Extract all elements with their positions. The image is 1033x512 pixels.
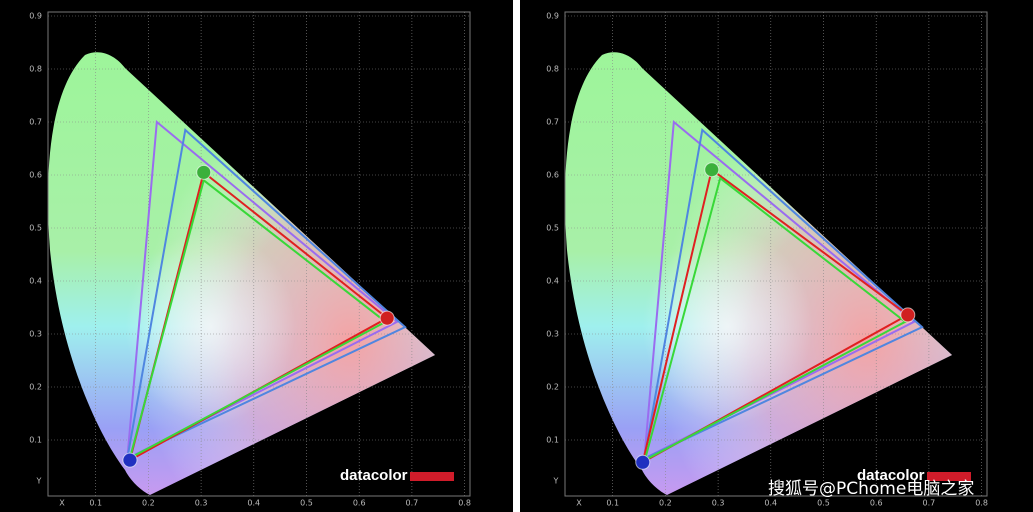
gamut-triangle: [641, 167, 910, 465]
x-tick-label: 0.6: [870, 499, 883, 508]
plot-frame: [564, 11, 988, 497]
x-tick-label: 0.2: [659, 499, 672, 508]
y-tick-label: 0.8: [29, 65, 42, 74]
logo: datacolor: [340, 467, 408, 484]
gamut-triangle: [126, 120, 399, 461]
plot-frame: [47, 11, 471, 497]
primary-marker: [900, 307, 916, 323]
x-tick-label: 0.7: [923, 499, 936, 508]
primary-marker: [122, 452, 138, 468]
primary-marker: [379, 310, 395, 326]
logo: datacolor: [857, 467, 925, 484]
x-tick-label: 0.4: [247, 499, 260, 508]
y-tick-label: 0.2: [29, 383, 42, 392]
x-tick-label: 0.8: [458, 499, 471, 508]
y-tick-label: 0.8: [546, 65, 559, 74]
y-tick-label: 0.9: [546, 12, 559, 21]
x-axis-label: X: [576, 499, 582, 508]
logo-bar: [410, 472, 454, 481]
x-tick-label: 0.2: [142, 499, 155, 508]
gamut-triangle: [642, 128, 924, 461]
y-tick-label: 0.1: [546, 436, 559, 445]
panel: 0.1 0.2 0.3 0.4 0.5 0.6 0.7 0.8 0.1 0.2 0.3 0.4 0.5 0…: [29, 12, 471, 508]
y-tick-label: 0.4: [546, 277, 559, 286]
x-tick-label: 0.3: [712, 499, 725, 508]
x-axis-label: X: [59, 499, 65, 508]
x-tick-label: 0.1: [606, 499, 619, 508]
x-tick-label: 0.7: [406, 499, 419, 508]
gamut-triangle: [643, 176, 908, 463]
watermark: 搜狐号@PChome电脑之家: [768, 479, 974, 499]
y-tick-label: 0.1: [29, 436, 42, 445]
y-tick-label: 0.7: [29, 118, 42, 127]
x-tick-label: 0.5: [817, 499, 830, 508]
x-tick-label: 0.3: [195, 499, 208, 508]
y-tick-label: 0.5: [546, 224, 559, 233]
logo-bar: [927, 472, 971, 481]
y-axis-label: Y: [36, 477, 42, 486]
gamut-triangle: [125, 128, 407, 461]
x-tick-label: 0.5: [300, 499, 313, 508]
y-tick-label: 0.3: [546, 330, 559, 339]
y-tick-label: 0.2: [546, 383, 559, 392]
y-tick-label: 0.6: [546, 171, 559, 180]
primary-marker: [196, 164, 212, 180]
x-tick-label: 0.8: [975, 499, 988, 508]
x-tick-label: 0.6: [353, 499, 366, 508]
x-tick-label: 0.4: [764, 499, 777, 508]
primary-marker: [635, 454, 651, 470]
y-tick-label: 0.5: [29, 224, 42, 233]
y-tick-label: 0.3: [29, 330, 42, 339]
y-tick-label: 0.6: [29, 171, 42, 180]
gamut-triangle: [128, 178, 388, 460]
y-tick-label: 0.7: [546, 118, 559, 127]
primary-marker: [704, 162, 720, 178]
panel: 0.1 0.2 0.3 0.4 0.5 0.6 0.7 0.8 0.1 0.2 0.3 0.4 0.5 0…: [546, 12, 988, 508]
y-tick-label: 0.9: [29, 12, 42, 21]
x-tick-label: 0.1: [89, 499, 102, 508]
y-tick-label: 0.4: [29, 277, 42, 286]
y-axis-label: Y: [553, 477, 559, 486]
gamut-triangle: [643, 120, 916, 461]
